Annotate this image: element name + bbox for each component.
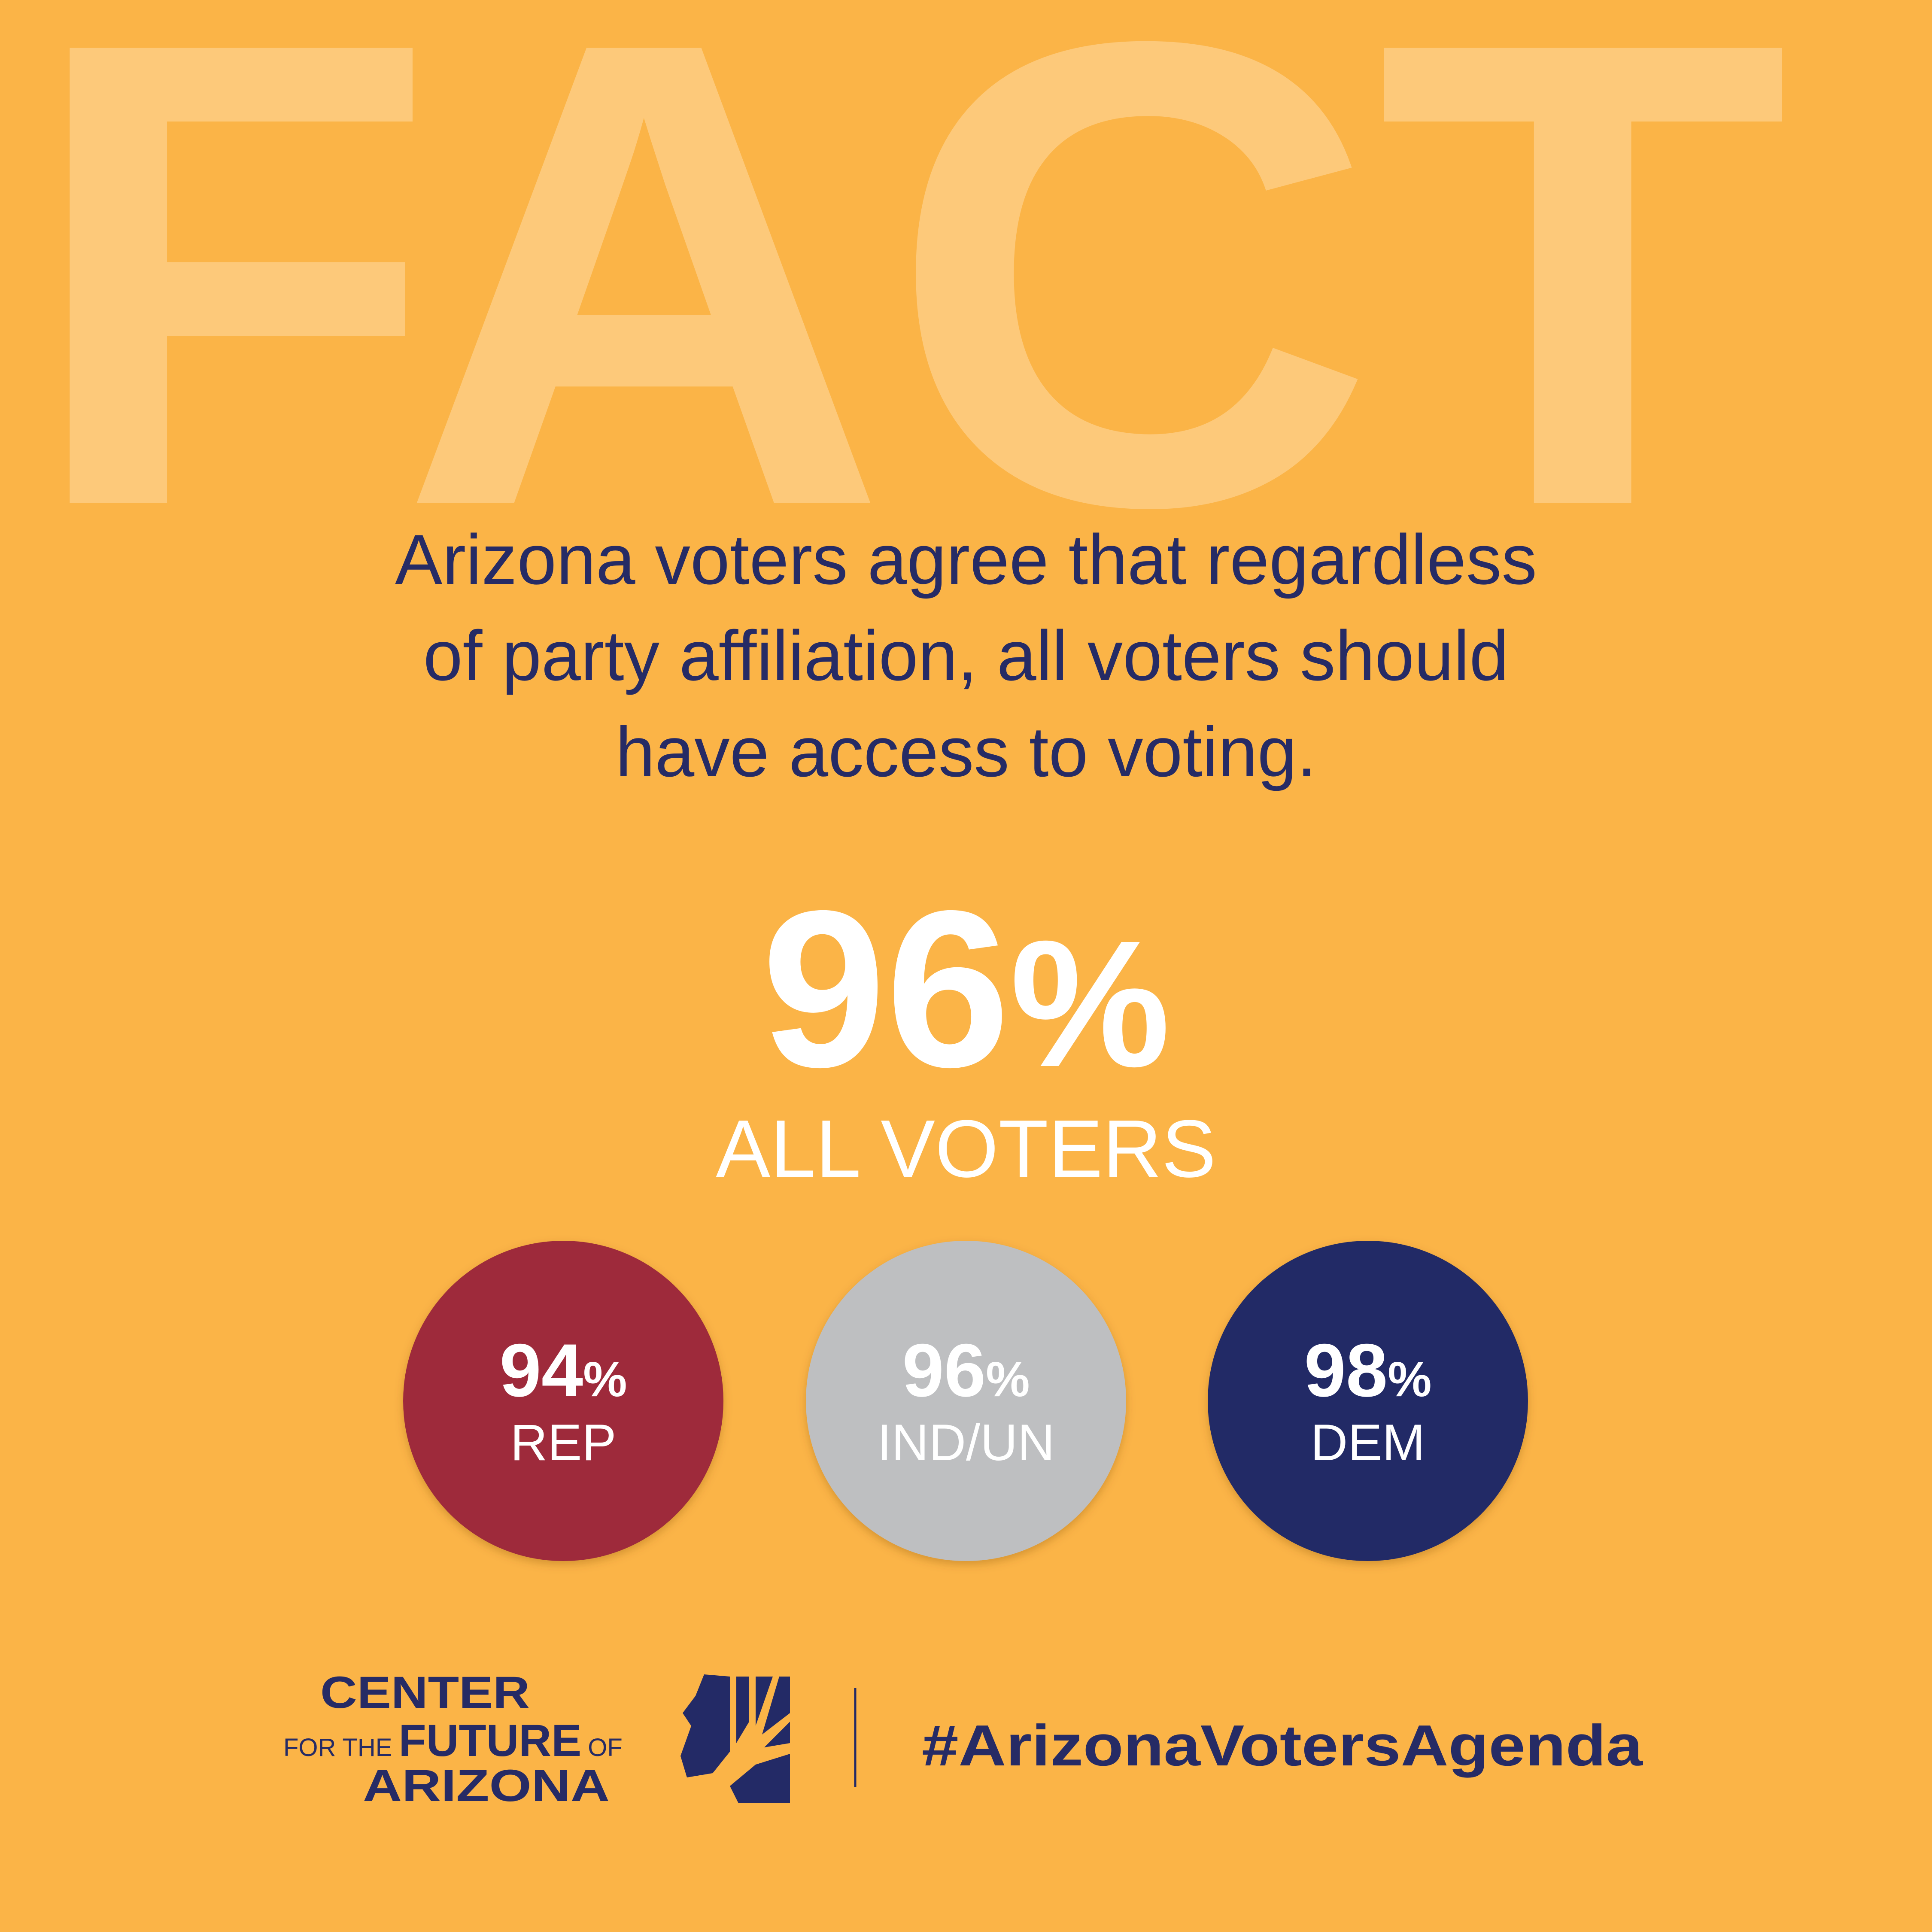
- group-sign: %: [1388, 1352, 1431, 1407]
- group-circle: [1208, 1241, 1528, 1561]
- group-value: 94%: [500, 1329, 627, 1413]
- statement-line: Arizona voters agree that regardless: [395, 520, 1537, 599]
- statement-line: have access to voting.: [616, 712, 1317, 791]
- group-circle: [403, 1241, 723, 1561]
- logo-line3: ARIZONA: [363, 1761, 610, 1811]
- group-number: 98: [1304, 1329, 1388, 1413]
- headline-label: ALL VOTERS: [716, 1103, 1216, 1194]
- headline-number: 96: [762, 864, 1010, 1114]
- group-value: 98%: [1304, 1329, 1432, 1413]
- logo-line2: FOR THE FUTURE OF: [283, 1716, 623, 1766]
- group-value: 96%: [902, 1329, 1030, 1413]
- group-circle: [806, 1241, 1126, 1561]
- group-number: 96: [902, 1329, 986, 1413]
- statement-line: of party affiliation, all voters should: [423, 616, 1509, 695]
- group-sign: %: [583, 1352, 627, 1407]
- logo-line1: CENTER: [320, 1668, 530, 1718]
- headline-sign: %: [1010, 903, 1170, 1105]
- group-label: DEM: [1311, 1414, 1425, 1471]
- logo-icon: [680, 1674, 790, 1803]
- background-word: FACT: [24, 0, 1789, 643]
- logo-small: OF: [588, 1734, 623, 1762]
- group-label: IND/UN: [877, 1414, 1054, 1471]
- headline-value: 96%: [762, 864, 1170, 1114]
- group-label: REP: [510, 1414, 617, 1471]
- logo-big: FUTURE: [399, 1716, 582, 1766]
- logo-small: FOR THE: [283, 1734, 392, 1762]
- hashtag: #ArizonaVotersAgenda: [922, 1713, 1643, 1778]
- group-number: 94: [500, 1329, 583, 1413]
- group-sign: %: [986, 1352, 1030, 1407]
